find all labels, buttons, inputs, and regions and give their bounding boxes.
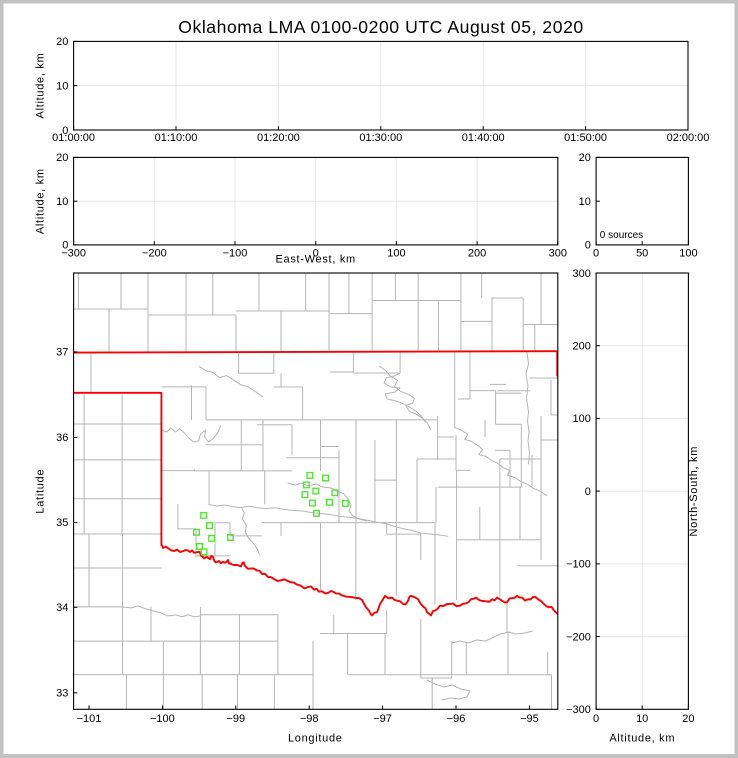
svg-text:10: 10 bbox=[579, 196, 591, 208]
svg-text:−95: −95 bbox=[520, 713, 539, 725]
svg-text:0: 0 bbox=[62, 240, 68, 252]
svg-text:−300: −300 bbox=[566, 704, 591, 716]
svg-text:100: 100 bbox=[387, 247, 405, 259]
svg-text:33: 33 bbox=[56, 688, 68, 700]
svg-text:North-South, km: North-South, km bbox=[688, 446, 700, 537]
svg-text:50: 50 bbox=[636, 247, 648, 259]
svg-text:10: 10 bbox=[56, 81, 68, 93]
svg-text:200: 200 bbox=[468, 247, 486, 259]
svg-text:300: 300 bbox=[549, 247, 567, 259]
svg-text:−300: −300 bbox=[61, 247, 86, 259]
svg-text:−101: −101 bbox=[77, 713, 102, 725]
svg-text:Oklahoma LMA 0100-0200 UTC Aug: Oklahoma LMA 0100-0200 UTC August 05, 20… bbox=[178, 17, 584, 37]
svg-text:20: 20 bbox=[56, 152, 68, 164]
svg-text:300: 300 bbox=[573, 268, 591, 280]
svg-text:34: 34 bbox=[56, 602, 68, 614]
svg-text:10: 10 bbox=[56, 196, 68, 208]
svg-text:01:40:00: 01:40:00 bbox=[462, 132, 505, 144]
svg-text:01:00:00: 01:00:00 bbox=[52, 132, 95, 144]
svg-text:100: 100 bbox=[573, 413, 591, 425]
svg-text:−97: −97 bbox=[373, 713, 392, 725]
svg-text:10: 10 bbox=[636, 713, 648, 725]
svg-text:0: 0 bbox=[585, 486, 591, 498]
svg-text:200: 200 bbox=[573, 341, 591, 353]
svg-text:0: 0 bbox=[593, 713, 599, 725]
svg-text:−100: −100 bbox=[150, 713, 175, 725]
svg-text:−200: −200 bbox=[566, 631, 591, 643]
svg-text:100: 100 bbox=[679, 247, 697, 259]
svg-text:Altitude, km: Altitude, km bbox=[35, 53, 47, 119]
svg-text:Altitude, km: Altitude, km bbox=[609, 732, 675, 744]
svg-text:−100: −100 bbox=[566, 559, 591, 571]
svg-text:01:20:00: 01:20:00 bbox=[257, 132, 300, 144]
svg-text:01:50:00: 01:50:00 bbox=[564, 132, 607, 144]
svg-text:20: 20 bbox=[579, 152, 591, 164]
svg-text:0: 0 bbox=[593, 247, 599, 259]
svg-text:Longitude: Longitude bbox=[288, 732, 343, 744]
svg-text:36: 36 bbox=[56, 432, 68, 444]
svg-text:−200: −200 bbox=[142, 247, 167, 259]
svg-text:Latitude: Latitude bbox=[35, 469, 47, 514]
svg-text:02:00:00: 02:00:00 bbox=[667, 132, 710, 144]
svg-text:−99: −99 bbox=[226, 713, 245, 725]
svg-text:Altitude, km: Altitude, km bbox=[35, 168, 47, 234]
svg-text:35: 35 bbox=[56, 517, 68, 529]
svg-text:0 sources: 0 sources bbox=[600, 230, 643, 241]
svg-text:East-West, km: East-West, km bbox=[275, 254, 355, 266]
svg-text:20: 20 bbox=[682, 713, 694, 725]
svg-text:−98: −98 bbox=[300, 713, 319, 725]
svg-text:01:10:00: 01:10:00 bbox=[155, 132, 198, 144]
svg-text:20: 20 bbox=[56, 36, 68, 48]
svg-text:0: 0 bbox=[62, 125, 68, 137]
svg-text:−100: −100 bbox=[223, 247, 248, 259]
svg-text:37: 37 bbox=[56, 347, 68, 359]
svg-text:−96: −96 bbox=[447, 713, 466, 725]
svg-text:0: 0 bbox=[585, 240, 591, 252]
svg-text:0: 0 bbox=[313, 247, 319, 259]
svg-text:01:30:00: 01:30:00 bbox=[359, 132, 402, 144]
